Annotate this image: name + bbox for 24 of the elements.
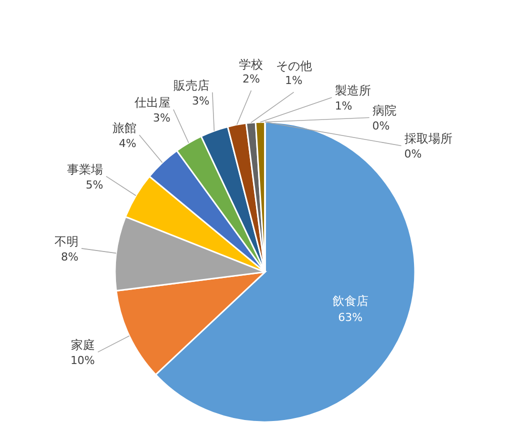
data-label: 1% <box>285 74 302 88</box>
slice-label: 事業場 <box>67 162 104 176</box>
slice-label: 家庭 <box>70 338 95 352</box>
slice-label: 不明 <box>54 234 78 248</box>
data-label: 3% <box>192 94 210 108</box>
slice-label: その他 <box>276 59 312 74</box>
data-label: 3% <box>152 112 170 125</box>
text: 0% <box>372 120 390 133</box>
data-label: 4% <box>118 136 136 150</box>
slice-label: 仕出屋 <box>133 96 170 110</box>
category-label: 病院 <box>372 104 396 118</box>
slice-label: 製造所 <box>334 83 371 98</box>
data-label: 2% <box>242 72 260 86</box>
data-label: 8% <box>61 250 78 264</box>
data-label: 10% <box>70 354 95 368</box>
text: 0% <box>404 148 422 161</box>
data-label: 1% <box>334 99 352 112</box>
data-label: 63% <box>338 310 363 324</box>
slice-label: 学校 <box>239 58 264 72</box>
slice-label: 飲食店 <box>332 294 368 308</box>
slice-label: 販売店 <box>173 78 210 92</box>
category-label: 採取場所 <box>404 132 452 146</box>
data-label: 5% <box>86 178 104 192</box>
slice-label: 旅館 <box>112 120 136 135</box>
